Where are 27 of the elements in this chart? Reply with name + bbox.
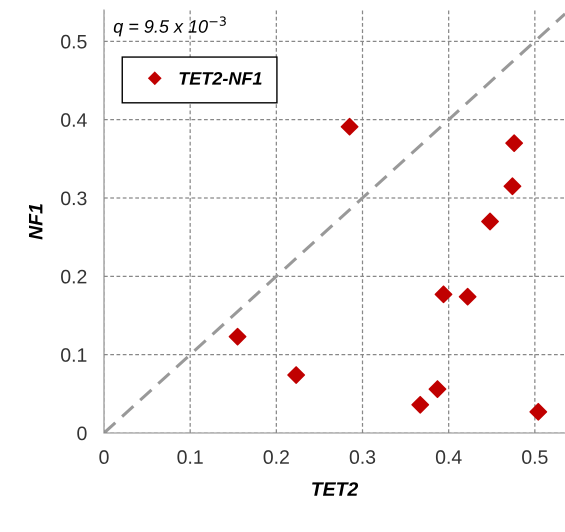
point (504, 177, 522, 196)
point (428, 380, 446, 398)
y-tick-label: 0.5 (61, 34, 87, 49)
y-tick-label: 0.1 (61, 348, 86, 362)
point (228, 328, 246, 346)
x-axis-title: TET2 (312, 482, 358, 496)
x-tick-label: 0.3 (350, 450, 376, 464)
point (505, 134, 524, 152)
point (340, 118, 358, 136)
y-axis-title: NF1 (29, 204, 42, 240)
point (411, 396, 430, 414)
y-tick-label: 0.4 (61, 113, 87, 127)
x-tick-label: 0 (99, 450, 109, 464)
point (287, 366, 306, 384)
y-tick-label: 0.2 (61, 270, 86, 284)
x-tick-label: 0.5 (522, 450, 548, 464)
y-tick-label: 0 (77, 426, 87, 440)
point (458, 288, 477, 306)
legend-label: TET2-NF1 (180, 72, 262, 85)
point (481, 212, 499, 230)
x-tick-label: 0.2 (264, 450, 289, 464)
x-tick-label: 0.4 (436, 450, 462, 464)
annotation: q = 9.5 x 10$^{−3}$ (114, 16, 226, 36)
x-tick-label: 0.1 (177, 450, 203, 464)
point (529, 402, 548, 421)
point (434, 285, 452, 304)
y-tick-label: 0.3 (61, 191, 86, 206)
